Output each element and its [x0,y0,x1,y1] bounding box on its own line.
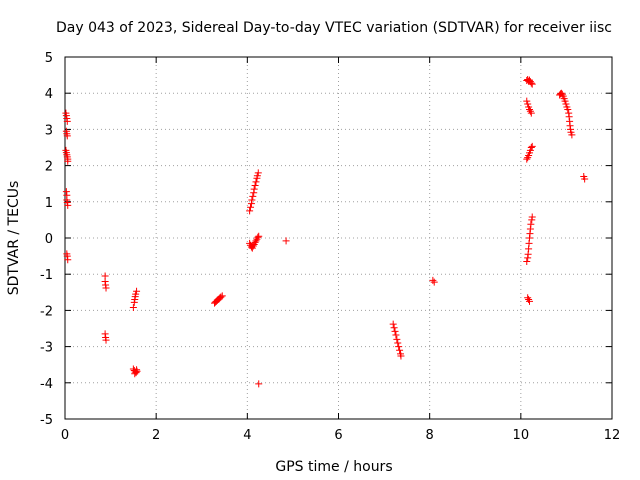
data-point [246,239,254,247]
data-point [397,352,405,360]
data-point [63,132,71,140]
y-tick-label: 5 [45,51,53,66]
data-point [254,169,262,177]
data-point [581,175,589,183]
data-point [564,105,572,113]
data-point [526,146,534,154]
data-point [528,213,536,221]
data-point [133,287,141,295]
data-point [524,294,532,302]
data-point [102,284,110,292]
data-point [252,237,260,245]
data-point [394,339,402,347]
y-tick-label: -1 [40,268,53,283]
x-tick-label: 8 [426,428,434,443]
data-point [217,293,225,301]
x-tick-label: 12 [604,428,621,443]
data-point [393,335,401,343]
data-point [525,105,533,113]
data-point [528,142,536,150]
data-point [252,178,260,186]
data-point [250,185,258,193]
y-tick-label: 1 [45,196,53,211]
data-point [64,201,72,209]
data-point [524,100,532,108]
x-tick-label: 0 [61,428,69,443]
data-point [132,290,140,298]
data-point [255,232,263,240]
data-point [64,256,72,264]
data-point [133,366,141,374]
data-point [527,109,535,117]
grid [65,57,612,419]
data-point [395,343,403,351]
x-tick-label: 10 [513,428,530,443]
data-point [129,304,137,312]
data-point [525,76,533,84]
data-point [64,157,72,165]
data-point [102,336,110,344]
data-point [390,324,398,332]
data-point [525,297,533,305]
data-point [526,107,534,115]
data-point [523,258,531,266]
data-point [253,172,261,180]
data-point [558,90,566,98]
data-point [218,292,226,300]
x-axis-label: GPS time / hours [275,459,392,475]
data-point [255,380,263,388]
data-point [282,237,290,245]
y-axis-label: SDTVAR / TECUs [6,181,22,296]
data-point [562,100,570,108]
x-tick-label: 6 [334,428,342,443]
data-point [249,192,257,200]
data-point [523,97,531,105]
data-point [215,295,223,303]
data-point [561,97,569,105]
y-tick-label: 2 [45,160,53,175]
x-tick-label: 4 [243,428,251,443]
data-point [248,196,256,204]
data-point [389,320,397,328]
data-point [528,80,536,88]
y-tick-label: -4 [40,377,53,392]
data-point [251,182,259,190]
x-tick-label: 2 [152,428,160,443]
data-point [429,276,437,284]
y-tick-label: -2 [40,304,53,319]
data-point [525,296,533,304]
y-tick-label: -5 [40,413,53,428]
data-point [129,365,137,373]
y-tick-label: 3 [45,123,53,138]
y-tick-label: 4 [45,87,53,102]
data-point [527,79,535,87]
data-point [63,117,71,125]
data-point [396,346,404,354]
data-point [523,155,531,163]
data-point [254,233,262,241]
y-tick-label: 0 [45,232,53,247]
data-point [249,242,257,250]
data-point [430,278,438,286]
chart-title: Day 043 of 2023, Sidereal Day-to-day VTE… [56,20,612,36]
data-point [392,331,400,339]
data-point [391,327,399,335]
data-point [131,370,139,378]
data-point [557,89,565,97]
data-point [251,238,259,246]
data-point [527,144,535,151]
y-tick-label: -3 [40,341,53,356]
data-point [247,203,255,211]
data-points [62,75,589,388]
data-point [527,220,535,228]
data-point [568,131,576,139]
data-point [253,235,261,243]
data-point [246,207,254,215]
